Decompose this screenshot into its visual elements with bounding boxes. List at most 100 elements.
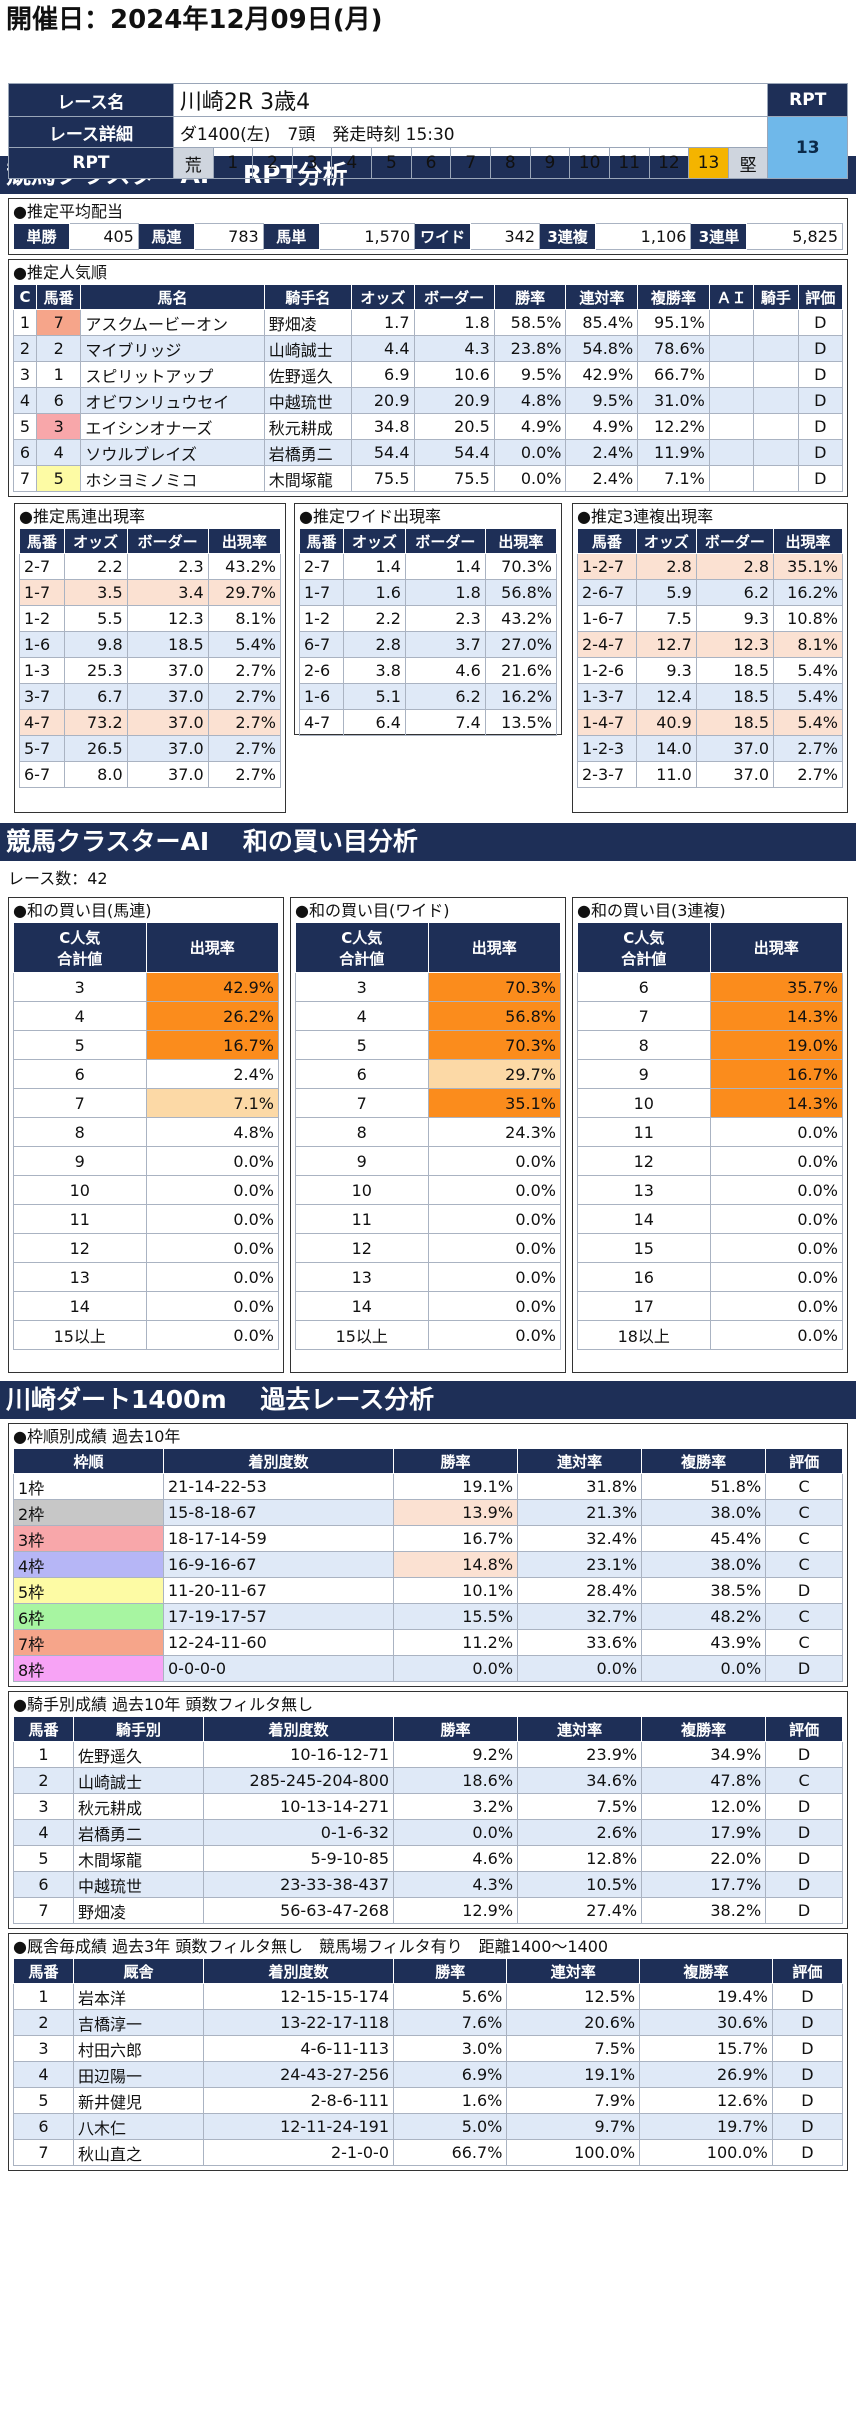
umaren-cell: 2.7% [207, 657, 282, 684]
sanren-cell: 12.7 [635, 631, 697, 658]
sanren-cell: 8.1% [773, 631, 843, 658]
sum_sanren-rate-cell: 0.0% [709, 1320, 843, 1350]
wide-box: ●推定ワイド出現率 馬番 オッズ ボーダー 出現率 2-7 1.4 1.4 70.3% 1-7 1… [294, 503, 562, 736]
table-row: 4 岩橋勇二 0-1-6-32 0.0% 2.6% 17.9% D [13, 1819, 843, 1846]
waku-title: ●枠順別成績 過去10年 [13, 1427, 181, 1446]
popularity-cell: 6 [35, 387, 82, 414]
popularity-cell [708, 413, 755, 440]
rpt-label: RPT [8, 147, 174, 179]
jockey-cell: 10-13-14-271 [203, 1793, 394, 1820]
trainer-cell: 3 [13, 2035, 74, 2062]
waku-cell: 12-24-11-60 [163, 1629, 394, 1656]
table-row: 15以上 0.0% [13, 1320, 279, 1350]
umaren-cell: 43.2% [207, 553, 282, 580]
payout-value: 1,570 [318, 223, 416, 250]
popularity-cell: 3 [35, 413, 82, 440]
sum_sanren-sum-cell: 7 [577, 1001, 711, 1031]
trainer-cell: 12.5% [506, 1983, 641, 2010]
popularity-header: オッズ [351, 284, 415, 310]
sum_umaren-rate-cell: 0.0% [145, 1204, 279, 1234]
sum_wide-rate-cell: 70.3% [427, 1030, 561, 1060]
sanren-cell: 18.5 [695, 657, 775, 684]
sanren-cell: 35.1% [773, 553, 843, 580]
table-row: 7 7.1% [13, 1088, 279, 1118]
popularity-header: 騎手名 [263, 284, 353, 310]
popularity-cell: 10.6 [413, 361, 495, 388]
jockey-cell: D [765, 1793, 843, 1820]
popularity-cell: 野畑凌 [263, 309, 353, 336]
rpt-scale-cell: 1 [212, 147, 254, 179]
jockey-cell: 中越琉世 [73, 1871, 204, 1898]
appearance-rate-area: ●推定馬連出現率 馬番 オッズ ボーダー 出現率 2-7 2.2 2.3 43.2% 1-7 3.… [0, 497, 856, 819]
waku-cell: 5枠 [13, 1577, 164, 1604]
popularity-cell: 1 [35, 361, 82, 388]
table-row: 1-2-6 9.3 18.5 5.4% [577, 657, 843, 684]
sanren-header: 出現率 [773, 528, 843, 554]
sanren-cell: 1-2-6 [577, 657, 637, 684]
sum_umaren-sum-cell: 12 [13, 1233, 147, 1263]
trainer-title: ●厩舎毎成績 過去3年 頭数フィルタ無し 競馬場フィルタ有り 距離1400～14… [13, 1937, 609, 1956]
popularity-cell: D [797, 413, 844, 440]
umaren-cell: 8.1% [207, 605, 282, 632]
table-row: 1-6 9.8 18.5 5.4% [19, 631, 282, 658]
wide-cell: 6.2 [404, 683, 486, 710]
popularity-cell: 0.0% [493, 465, 567, 492]
jockey-cell: 木間塚龍 [73, 1845, 204, 1872]
sum_wide-sum-cell: 13 [295, 1262, 429, 1292]
jockey-header: 連対率 [517, 1716, 643, 1742]
table-row: 1枠 21-14-22-53 19.1% 31.8% 51.8% C [13, 1473, 843, 1500]
popularity-cell: 42.9% [565, 361, 639, 388]
table-row: 10 0.0% [13, 1175, 279, 1205]
umaren-cell: 29.7% [207, 579, 282, 606]
page-title: 開催日：2024年12月09日(月) [6, 5, 383, 35]
jockey-cell: 0.0% [392, 1819, 519, 1846]
waku-cell: 3枠 [13, 1525, 164, 1552]
popularity-cell: D [797, 387, 844, 414]
sum_umaren-header-rate: 出現率 [145, 922, 279, 973]
sanren-cell: 18.5 [695, 683, 775, 710]
table-row: 2-6 3.8 4.6 21.6% [298, 657, 558, 684]
waku-cell: 43.9% [641, 1629, 767, 1656]
popularity-header: 騎手 [753, 284, 799, 310]
table-row: 12 0.0% [577, 1146, 843, 1176]
table-row: 13 0.0% [577, 1175, 843, 1205]
jockey-cell: 山崎誠士 [73, 1767, 204, 1794]
jockey-cell: 3 [13, 1793, 74, 1820]
sanren-header: ボーダー [695, 528, 775, 554]
trainer-cell: 1.6% [392, 2087, 508, 2114]
popularity-cell: D [797, 335, 844, 362]
umaren-box: ●推定馬連出現率 馬番 オッズ ボーダー 出現率 2-7 2.2 2.3 43.2% 1-7 3.… [14, 503, 286, 813]
sum_umaren-sum-cell: 9 [13, 1146, 147, 1176]
jockey-cell: 9.2% [392, 1741, 519, 1768]
umaren-cell: 3-7 [19, 683, 65, 710]
table-row: 3-7 6.7 37.0 2.7% [19, 683, 282, 710]
rpt-header: RPT [767, 83, 848, 117]
sum_umaren-sum-cell: 14 [13, 1291, 147, 1321]
table-row: 2枠 15-8-18-67 13.9% 21.3% 38.0% C [13, 1499, 843, 1526]
waku-cell: D [765, 1655, 843, 1682]
sum_umaren-sum-cell: 15以上 [13, 1320, 147, 1350]
sanren-box: ●推定3連複出現率 馬番 オッズ ボーダー 出現率 1-2-7 2.8 2.8 35.1% 2-… [572, 503, 848, 813]
table-row: 14 0.0% [295, 1291, 561, 1321]
sum_wide-sum-cell: 11 [295, 1204, 429, 1234]
sanren-cell: 1-6-7 [577, 605, 637, 632]
wide-cell: 2.2 [343, 605, 406, 632]
popularity-cell: 4.9% [493, 413, 567, 440]
waku-cell: 48.2% [641, 1603, 767, 1630]
umaren-cell: 26.5 [63, 735, 128, 762]
jockey-cell: 10-16-12-71 [203, 1741, 394, 1768]
table-row: 5-7 26.5 37.0 2.7% [19, 735, 282, 762]
sum_umaren-sum-cell: 4 [13, 1001, 147, 1031]
race-detail-label: レース詳細 [8, 116, 174, 148]
popularity-cell: 9.5% [565, 387, 639, 414]
sum_sanren-rate-cell: 0.0% [709, 1117, 843, 1147]
waku-header: 枠順 [13, 1448, 164, 1474]
sum_wide-rate-cell: 56.8% [427, 1001, 561, 1031]
popularity-cell: 4.4 [351, 335, 415, 362]
umaren-cell: 5.5 [63, 605, 128, 632]
popularity-cell: 20.9 [351, 387, 415, 414]
sanren-cell: 16.2% [773, 579, 843, 606]
umaren-cell: 73.2 [63, 709, 128, 736]
wide-cell: 3.8 [343, 657, 406, 684]
umaren-cell: 3.4 [126, 579, 209, 606]
